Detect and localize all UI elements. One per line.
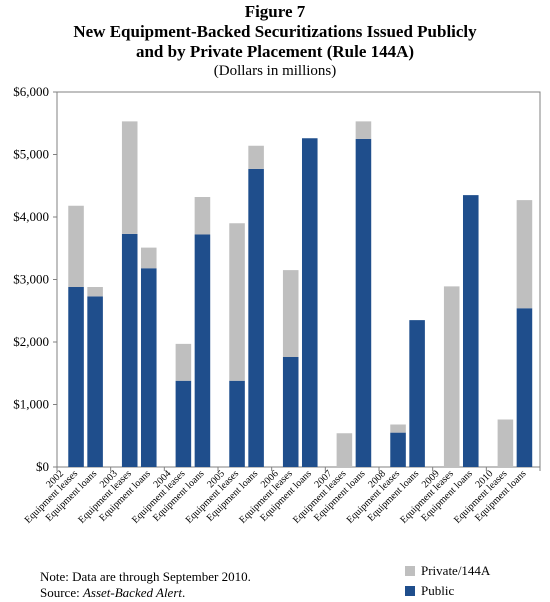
legend-swatch-private: [405, 566, 415, 576]
chart-note: Note: Data are through September 2010. S…: [40, 569, 251, 601]
bar-public: [248, 168, 264, 467]
bar-private: [175, 343, 192, 381]
y-tick-label: $3,000: [13, 272, 49, 287]
y-tick-label: $4,000: [13, 209, 49, 224]
y-tick-label: $1,000: [13, 397, 49, 412]
chart-subtitle-line-1: New Equipment-Backed Securitizations Iss…: [73, 22, 477, 41]
bar-public: [229, 380, 245, 467]
bar-public: [121, 233, 138, 467]
bar-public: [140, 268, 157, 467]
legend-label-private: Private/144A: [421, 563, 491, 578]
bar-private: [87, 287, 103, 297]
legend: Private/144A Public: [405, 561, 490, 601]
bar-private: [355, 121, 372, 139]
legend-item-private: Private/144A: [405, 561, 490, 581]
bar-private: [390, 424, 406, 433]
bar-public: [390, 432, 406, 467]
bar-public: [282, 357, 299, 467]
bar-public: [175, 380, 192, 467]
bar-public: [68, 287, 84, 467]
bar-public: [87, 296, 103, 467]
bar-private: [443, 286, 460, 467]
legend-swatch-public: [405, 586, 415, 596]
y-tick-label: $2,000: [13, 334, 49, 349]
y-tick-label: $5,000: [13, 147, 49, 162]
bar-public: [516, 308, 533, 467]
legend-item-public: Public: [405, 581, 490, 601]
bar-private: [282, 270, 299, 357]
chart-titles: Figure 7 New Equipment-Backed Securitiza…: [0, 2, 550, 80]
source-prefix: Source:: [40, 585, 83, 600]
source-line: Source: Asset-Backed Alert.: [40, 585, 251, 601]
bar-public: [194, 234, 211, 467]
bar-private: [248, 145, 264, 169]
bar-private: [336, 433, 353, 467]
bar-private: [516, 200, 533, 309]
y-tick-label: $0: [36, 459, 49, 474]
bar-private: [194, 197, 211, 235]
chart-title: Figure 7: [244, 2, 306, 21]
bar-public: [409, 320, 425, 467]
y-tick-label: $6,000: [13, 84, 49, 99]
bar-public: [462, 195, 479, 467]
source-suffix: .: [182, 585, 186, 600]
bar-private: [68, 205, 84, 287]
source-title: Asset-Backed Alert: [82, 585, 182, 600]
bar-public: [301, 138, 318, 467]
bar-private: [229, 223, 245, 381]
legend-label-public: Public: [421, 583, 455, 598]
chart-units: (Dollars in millions): [213, 63, 337, 79]
bar-private: [140, 247, 157, 269]
note-line: Note: Data are through September 2010.: [40, 569, 251, 584]
bar-private: [121, 121, 138, 234]
bar-public: [355, 138, 372, 467]
bar-private: [497, 419, 514, 467]
chart-subtitle-line-2: and by Private Placement (Rule 144A): [135, 42, 415, 61]
